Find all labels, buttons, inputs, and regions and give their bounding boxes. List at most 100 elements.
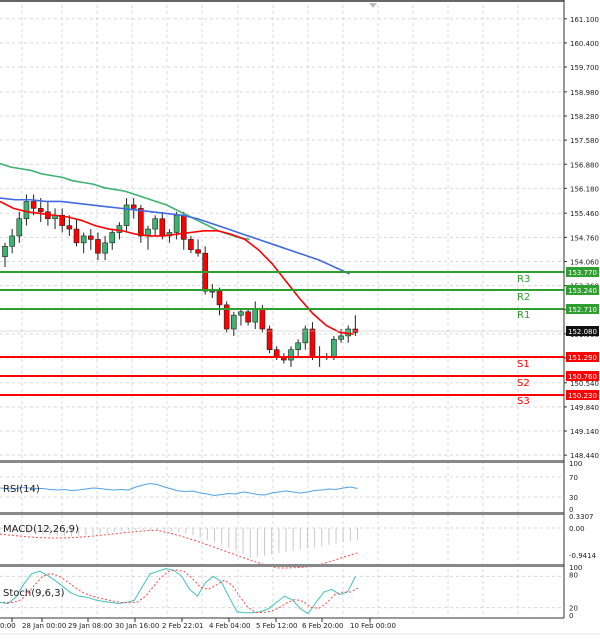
time-axis-label: 5 Feb 12:00 <box>256 622 297 630</box>
ma-medium-line <box>0 197 350 275</box>
level-price-value: 150.230 <box>568 392 597 400</box>
macd-title: MACD(12,26,9) <box>3 524 79 535</box>
candle-bullish[interactable] <box>116 225 123 233</box>
price-axis-label: 148.440 <box>570 452 599 460</box>
candle-bullish[interactable] <box>109 232 116 244</box>
ma-fast-line <box>0 200 354 335</box>
current-price-badge <box>566 326 599 336</box>
candle-bearish[interactable] <box>73 228 80 244</box>
price-axis-label: 155.460 <box>570 210 599 218</box>
ma-slow-line <box>0 162 250 241</box>
rsi-axis-label: 30 <box>569 494 578 502</box>
level-price-value: 151.290 <box>568 354 597 362</box>
candle-bullish[interactable] <box>102 242 108 254</box>
current-price-value: 152.080 <box>568 328 597 336</box>
level-price-value: 150.760 <box>568 373 597 381</box>
rsi-axis-label: 70 <box>569 474 578 482</box>
level-label-s3: S3 <box>517 396 530 407</box>
time-axis-label: 29 Jan 08:00 <box>68 622 112 630</box>
price-axis-label: 154.760 <box>570 234 599 242</box>
candle-bullish[interactable] <box>302 328 309 344</box>
level-label-s1: S1 <box>517 359 530 370</box>
time-axis-label: 2 Feb 22:01 <box>162 622 203 630</box>
stoch-axis-label: 100 <box>569 564 582 572</box>
candle-bullish[interactable] <box>173 214 180 233</box>
candle-bearish[interactable] <box>195 249 201 254</box>
panel-separator[interactable] <box>0 564 564 567</box>
candle-bearish[interactable] <box>273 349 280 357</box>
chart-shift-marker-icon[interactable] <box>369 3 377 8</box>
price-axis-label: 158.980 <box>570 89 599 97</box>
level-price-value: 152.710 <box>568 306 597 314</box>
macd-axis-label: -0.9414 <box>569 552 597 560</box>
price-axis-label: 149.140 <box>570 428 599 436</box>
candle-bullish[interactable] <box>23 201 30 220</box>
candle-bearish[interactable] <box>95 239 101 254</box>
price-axis-label: 157.580 <box>570 137 599 145</box>
candle-bullish[interactable] <box>338 335 344 340</box>
candle-bearish[interactable] <box>259 308 266 330</box>
candle-bullish[interactable] <box>345 328 352 337</box>
candle-bearish[interactable] <box>66 225 73 230</box>
price-axis-label: 156.880 <box>570 161 599 169</box>
candle-bearish[interactable] <box>130 204 137 209</box>
candle-bullish[interactable] <box>252 308 259 323</box>
level-label-r3: R3 <box>517 274 530 285</box>
level-price-badge <box>566 352 599 362</box>
level-price-badge <box>566 267 599 277</box>
candle-bullish[interactable] <box>2 245 8 257</box>
candle-bullish[interactable] <box>231 314 237 330</box>
macd-axis-label: 0.3307 <box>569 513 594 521</box>
candle-bullish[interactable] <box>238 311 244 316</box>
candle-bullish[interactable] <box>123 204 130 226</box>
candle-bearish[interactable] <box>59 214 66 226</box>
panel-separator[interactable] <box>0 512 564 515</box>
level-price-badge <box>566 371 599 381</box>
panel-separator[interactable] <box>0 460 564 463</box>
candle-bullish[interactable] <box>209 290 216 293</box>
macd-axis-label: 0.00 <box>569 525 585 533</box>
candle-bullish[interactable] <box>152 218 158 230</box>
candle-bearish[interactable] <box>138 208 144 237</box>
candle-bearish[interactable] <box>223 304 230 330</box>
candle-bullish[interactable] <box>80 235 87 244</box>
candle-bearish[interactable] <box>88 235 94 240</box>
level-price-badge <box>566 304 599 314</box>
candle-bearish[interactable] <box>37 208 44 213</box>
price-axis-label: 158.280 <box>570 113 599 121</box>
candle-bullish[interactable] <box>295 342 301 350</box>
main-chart-panel <box>0 5 564 460</box>
candle-bearish[interactable] <box>159 218 166 237</box>
candle-bearish[interactable] <box>180 214 187 240</box>
candle-bullish[interactable] <box>288 349 294 361</box>
candle-bearish[interactable] <box>245 311 251 323</box>
level-label-r1: R1 <box>517 310 530 321</box>
price-axis-label: 161.100 <box>570 16 599 24</box>
rsi-line <box>0 482 358 497</box>
candle-bearish[interactable] <box>216 290 223 306</box>
macd-panel <box>0 514 564 564</box>
level-label-s2: S2 <box>517 378 530 389</box>
price-axis-label: 149.840 <box>570 404 599 412</box>
stoch-axis-label: 0 <box>569 612 573 620</box>
time-axis-label: 6 Feb 20:00 <box>302 622 343 630</box>
level-price-value: 153.770 <box>568 269 597 277</box>
candle-bearish[interactable] <box>266 328 273 350</box>
candle-bullish[interactable] <box>16 218 23 237</box>
candle-bearish[interactable] <box>309 328 316 357</box>
macd-signal-line <box>0 529 358 569</box>
footer-bar <box>0 633 600 635</box>
price-axis-label: 150.540 <box>570 380 599 388</box>
stoch-title: Stoch(9,6,3) <box>3 588 65 599</box>
level-price-badge <box>566 390 599 400</box>
candle-bearish[interactable] <box>30 201 37 209</box>
rsi-axis-label: 100 <box>569 460 582 468</box>
candle-bullish[interactable] <box>331 339 337 357</box>
candle-bearish[interactable] <box>188 239 194 251</box>
candle-bullish[interactable] <box>9 235 15 247</box>
level-price-value: 153.240 <box>568 287 597 295</box>
rsi-title: RSI(14) <box>3 484 40 495</box>
stoch-axis-label: 80 <box>569 571 578 579</box>
stoch-d-line <box>2 569 359 613</box>
